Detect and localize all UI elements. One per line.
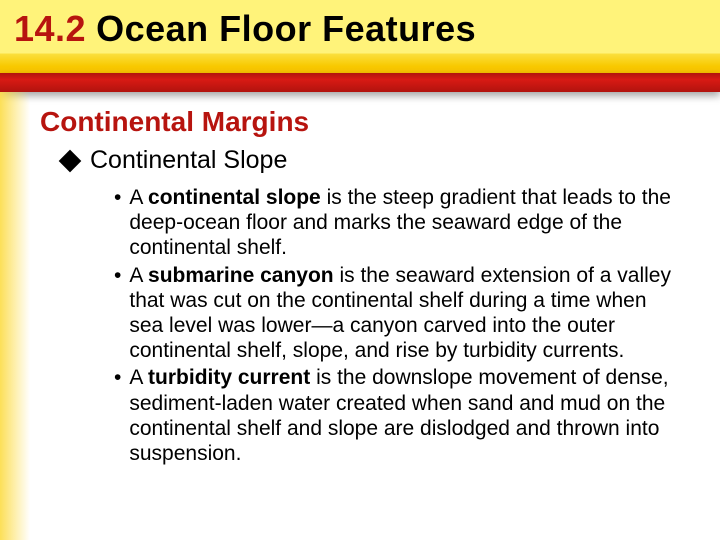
- section-heading: Continental Margins: [40, 106, 690, 138]
- bullet-dot-icon: •: [114, 263, 121, 364]
- list-item: • A submarine canyon is the seaward exte…: [114, 263, 680, 364]
- bullet-dot-icon: •: [114, 365, 121, 466]
- header-red-bar: [0, 73, 720, 92]
- bullet-list: • A continental slope is the steep gradi…: [114, 185, 680, 466]
- bullet-text: A continental slope is the steep gradien…: [129, 185, 680, 261]
- content-area: Continental Margins Continental Slope • …: [40, 106, 690, 468]
- section-number: 14.2: [14, 8, 86, 49]
- subheading-row: Continental Slope: [62, 146, 690, 175]
- subheading: Continental Slope: [90, 146, 287, 175]
- bullet-dot-icon: •: [114, 185, 121, 261]
- diamond-bullet-icon: [59, 149, 82, 172]
- list-item: • A continental slope is the steep gradi…: [114, 185, 680, 261]
- bullet-text: A submarine canyon is the seaward extens…: [129, 263, 680, 364]
- page-title: 14.2Ocean Floor Features: [14, 8, 476, 50]
- bullet-text: A turbidity current is the downslope mov…: [129, 365, 680, 466]
- header-band: 14.2Ocean Floor Features: [0, 0, 720, 92]
- list-item: • A turbidity current is the downslope m…: [114, 365, 680, 466]
- title-text: Ocean Floor Features: [96, 8, 476, 49]
- left-edge-glow: [0, 92, 30, 540]
